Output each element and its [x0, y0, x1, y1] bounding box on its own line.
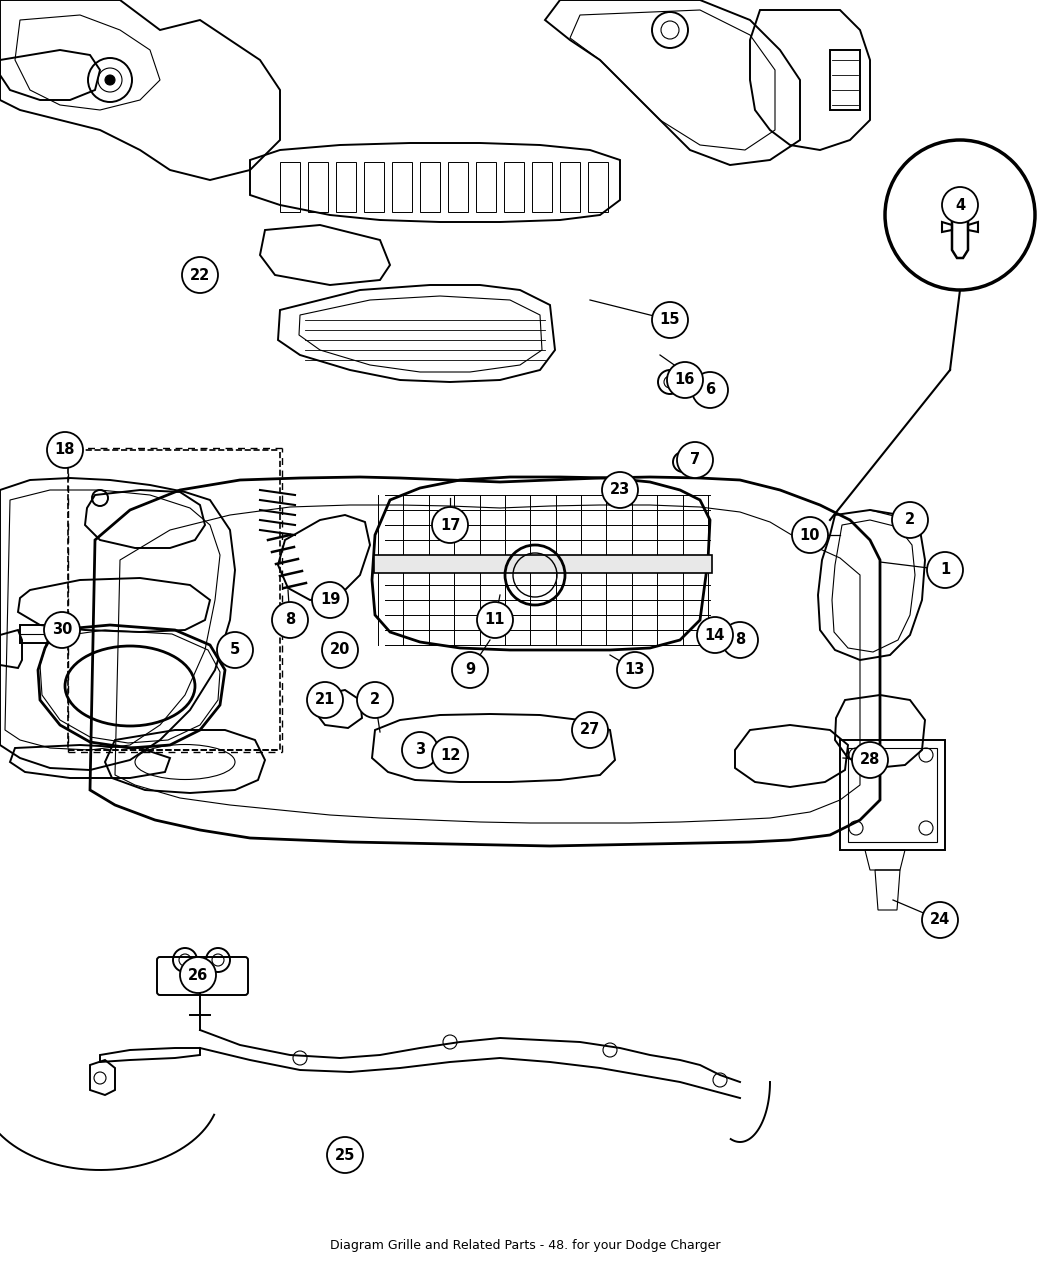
Circle shape	[722, 622, 758, 658]
Bar	[392, 162, 412, 212]
Circle shape	[452, 652, 488, 688]
Text: 10: 10	[800, 528, 820, 542]
Text: Diagram Grille and Related Parts - 48. for your Dodge Charger: Diagram Grille and Related Parts - 48. f…	[330, 1238, 720, 1252]
Text: 25: 25	[335, 1148, 355, 1163]
Text: 7: 7	[690, 453, 700, 468]
Circle shape	[892, 502, 928, 538]
Circle shape	[477, 602, 513, 638]
Text: 5: 5	[230, 643, 240, 658]
Circle shape	[677, 442, 713, 478]
Bar	[374, 555, 712, 572]
Text: 16: 16	[675, 372, 695, 388]
Text: 8: 8	[735, 632, 746, 648]
Circle shape	[44, 612, 80, 648]
Bar	[840, 740, 945, 850]
Bar	[420, 162, 440, 212]
Text: 15: 15	[659, 312, 680, 328]
Bar	[848, 748, 937, 842]
Text: 2: 2	[370, 692, 380, 708]
Circle shape	[572, 711, 608, 748]
Text: 27: 27	[580, 723, 601, 737]
Circle shape	[105, 75, 116, 85]
Circle shape	[885, 140, 1035, 289]
Circle shape	[852, 742, 888, 778]
Bar	[504, 162, 524, 212]
Circle shape	[792, 516, 828, 553]
Circle shape	[402, 732, 438, 768]
Circle shape	[327, 1137, 363, 1173]
Circle shape	[922, 901, 958, 938]
Text: 14: 14	[705, 627, 726, 643]
Text: 20: 20	[330, 643, 351, 658]
Circle shape	[322, 632, 358, 668]
Bar	[588, 162, 608, 212]
Text: 6: 6	[705, 382, 715, 398]
Text: 8: 8	[285, 612, 295, 627]
Bar	[830, 50, 860, 110]
Bar	[532, 162, 552, 212]
Bar	[336, 162, 356, 212]
Bar	[448, 162, 468, 212]
Text: 28: 28	[860, 752, 880, 768]
Text: 19: 19	[320, 593, 340, 607]
Bar	[308, 162, 328, 212]
Text: 17: 17	[440, 518, 460, 533]
Circle shape	[180, 958, 216, 993]
Text: 23: 23	[610, 482, 630, 497]
Circle shape	[307, 682, 343, 718]
Circle shape	[432, 737, 468, 773]
Bar	[364, 162, 384, 212]
Text: 18: 18	[55, 442, 76, 458]
Text: 3: 3	[415, 742, 425, 757]
Bar	[476, 162, 496, 212]
Text: 26: 26	[188, 968, 208, 983]
Circle shape	[312, 581, 348, 618]
Bar	[280, 162, 300, 212]
Circle shape	[602, 472, 638, 507]
Text: 21: 21	[315, 692, 335, 708]
Text: 13: 13	[625, 663, 645, 677]
Circle shape	[617, 652, 653, 688]
Text: 22: 22	[190, 268, 210, 283]
Bar	[560, 162, 580, 212]
Circle shape	[927, 552, 963, 588]
Text: 24: 24	[930, 913, 950, 927]
Circle shape	[47, 432, 83, 468]
Circle shape	[692, 372, 728, 408]
Text: 2: 2	[905, 513, 915, 528]
Circle shape	[272, 602, 308, 638]
Circle shape	[182, 258, 218, 293]
Circle shape	[217, 632, 253, 668]
Text: 12: 12	[440, 747, 460, 762]
Circle shape	[942, 187, 978, 223]
Circle shape	[652, 302, 688, 338]
Circle shape	[357, 682, 393, 718]
Text: 11: 11	[485, 612, 505, 627]
Text: 30: 30	[51, 622, 72, 638]
Circle shape	[432, 507, 468, 543]
Text: 4: 4	[954, 198, 965, 213]
Circle shape	[667, 362, 704, 398]
Text: 1: 1	[940, 562, 950, 578]
Text: 9: 9	[465, 663, 475, 677]
Bar	[20, 625, 60, 643]
Circle shape	[697, 617, 733, 653]
